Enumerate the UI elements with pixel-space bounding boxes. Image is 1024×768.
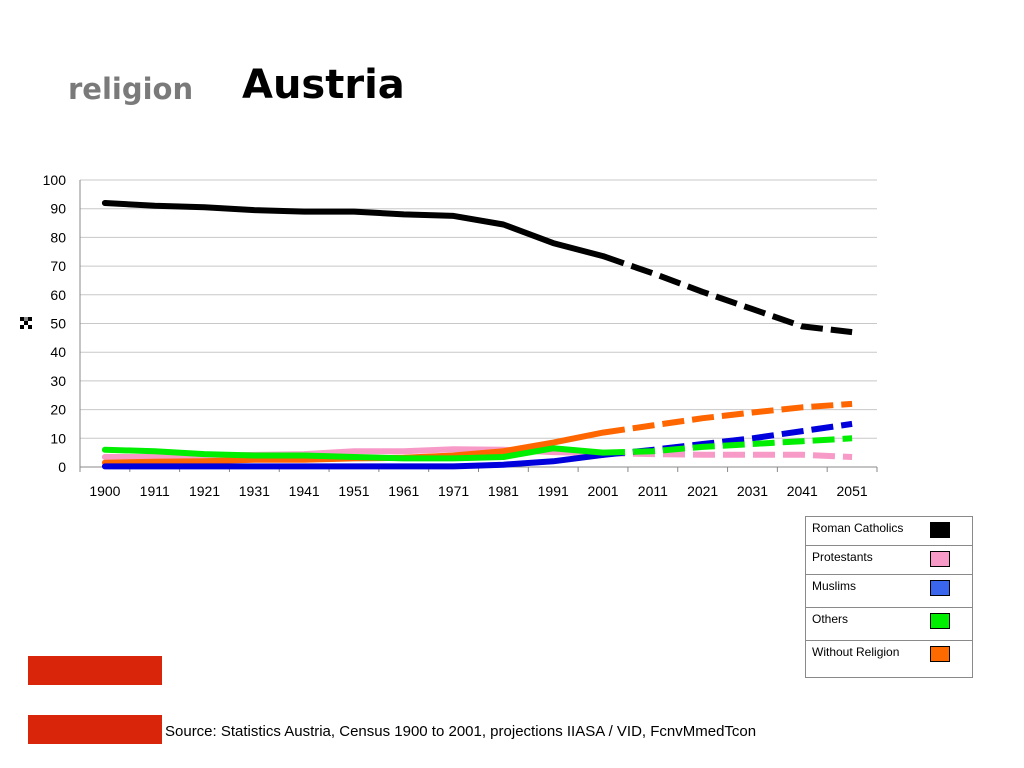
series-line-projected [602,435,853,456]
x-tick-label: 2011 [638,483,668,499]
legend-label: Muslims [812,579,856,593]
series-line-observed [101,200,606,260]
y-tick-label: 0 [58,459,66,475]
slide-title: Austria [242,62,405,108]
y-tick-label: 10 [50,430,66,446]
series-line-observed [101,451,606,470]
checker-icon [20,317,32,329]
y-tick-label: 70 [50,258,66,274]
legend-swatch [930,522,950,538]
legend-swatch [930,551,950,567]
x-tick-label: 1971 [438,483,469,499]
legend-label: Others [812,612,849,626]
x-tick-label: 2041 [787,483,818,499]
x-tick-label: 1961 [388,483,419,499]
grid-layer [80,179,877,439]
y-tick-label: 90 [50,201,66,217]
x-tick-label: 1941 [289,483,320,499]
source-note: Source: Statistics Austria, Census 1900 … [165,723,757,740]
series-line-projected [602,400,853,436]
y-tick-label: 40 [50,344,66,360]
legend-label: Roman Catholics [812,521,904,535]
x-tick-label: 1951 [338,483,369,499]
legend-item-without-religion: Without Religion [806,641,972,677]
x-tick-label: 1981 [488,483,519,499]
y-tick-label: 50 [50,316,66,332]
y-tick-label: 20 [50,402,66,418]
legend-swatch [930,580,950,596]
legend-item-muslims: Muslims [806,575,972,608]
x-tick-label: 1911 [140,483,170,499]
austria-flag-top-stripe [28,656,162,685]
x-tick-label: 2051 [837,483,868,499]
x-tick-label: 1931 [239,483,270,499]
legend-label: Without Religion [812,645,900,659]
series-layer [101,200,853,470]
x-tick-label: 1921 [189,483,220,499]
legend-swatch [930,613,950,629]
series-line-observed [101,445,606,462]
x-tick-label: 1991 [538,483,569,499]
legend-item-others: Others [806,608,972,641]
x-tick-label: 2031 [737,483,768,499]
legend-label: Protestants [812,550,873,564]
y-tick-label: 30 [50,373,66,389]
legend-item-roman-catholics: Roman Catholics [806,517,972,546]
axis-layer: 0 10 20 30 40 50 60 70 80 90 100 1900 1911 1921 1931 19… [43,172,878,499]
slide-subtitle: religion [68,72,194,106]
series-roman-catholics [101,200,853,336]
legend-item-protestants: Protestants [806,546,972,575]
series-others [101,435,853,462]
y-tick-label: 60 [50,287,66,303]
x-tick-label: 2001 [587,483,618,499]
y-tick-label: 80 [50,229,66,245]
x-tick-label: 2021 [687,483,718,499]
chart-legend: Roman Catholics Protestants Muslims Othe… [805,516,973,678]
y-tick-label: 100 [43,172,67,188]
austria-flag-bottom-stripe [28,715,162,744]
series-line-projected [602,253,853,336]
legend-swatch [930,646,950,662]
x-tick-label: 1900 [89,483,120,499]
